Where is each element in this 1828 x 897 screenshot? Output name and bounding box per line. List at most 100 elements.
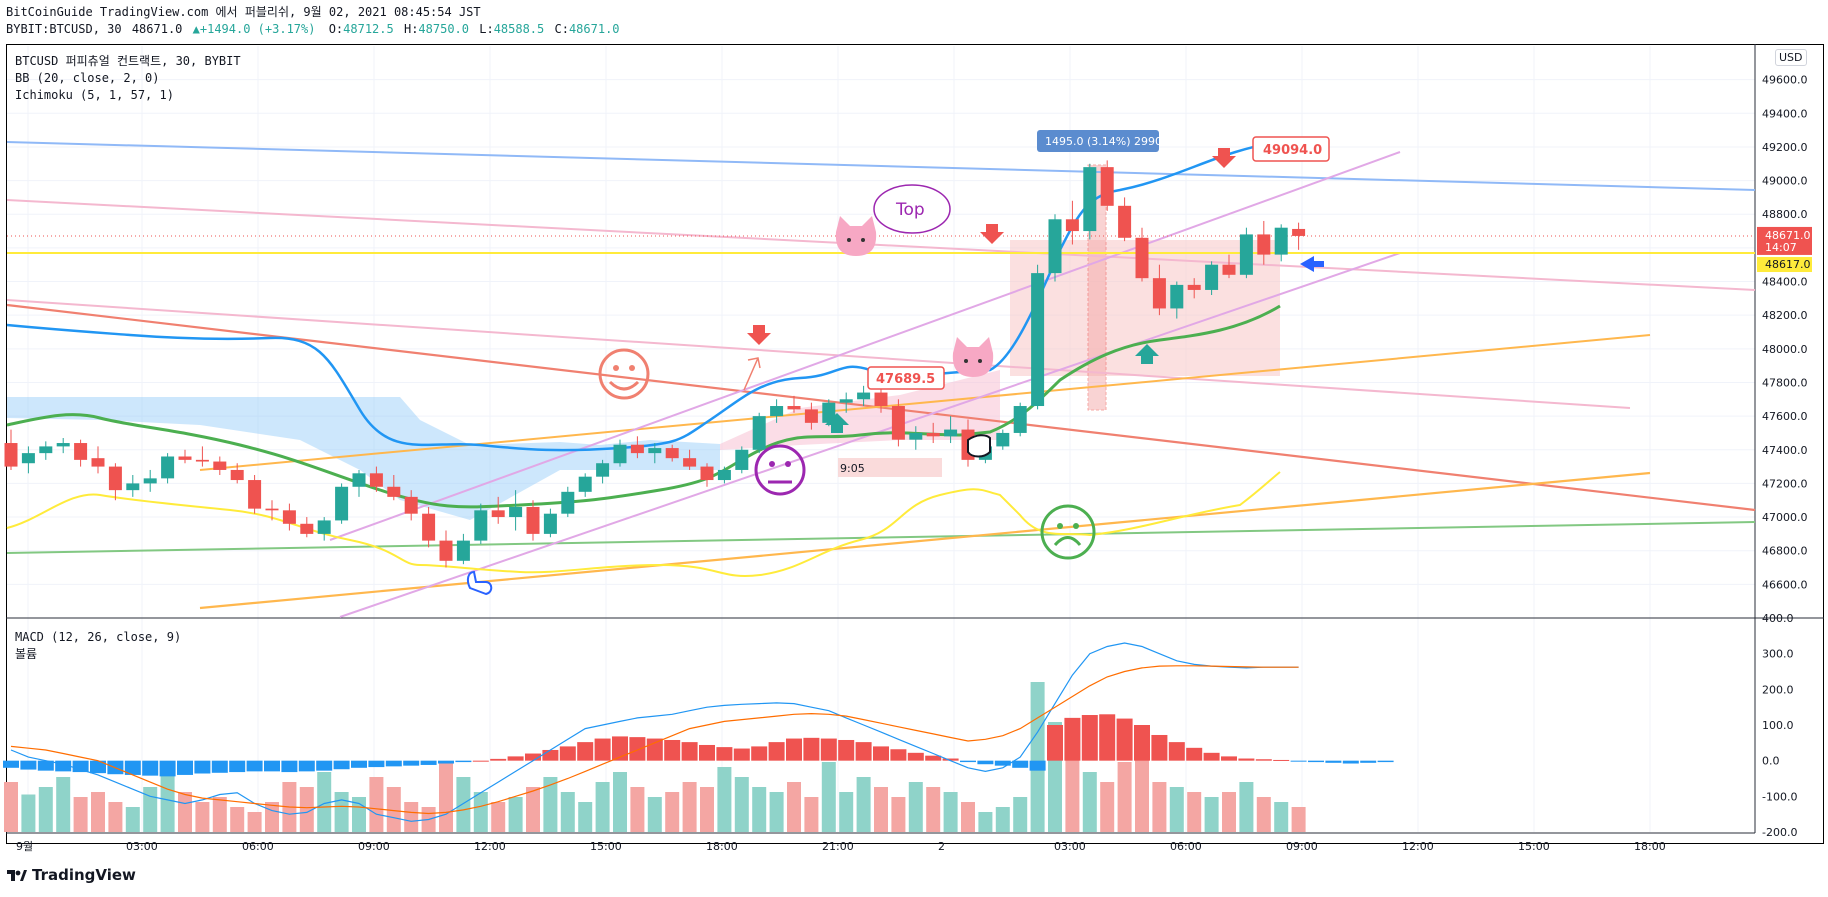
candle-body xyxy=(1170,284,1184,309)
candle-body xyxy=(735,449,749,470)
macd-histogram-bar xyxy=(177,760,193,775)
trendline-blue xyxy=(6,141,1756,191)
candle-body xyxy=(317,520,331,534)
volume-bar xyxy=(1100,782,1115,832)
left-arrow-icon xyxy=(1300,256,1324,272)
smile-face-icon xyxy=(598,348,650,400)
time-tick-label: 09:00 xyxy=(358,840,390,853)
open-label: O: xyxy=(328,22,344,36)
volume-bar xyxy=(804,797,819,832)
candle-body xyxy=(665,448,679,459)
legend-bb[interactable]: BB (20, close, 2, 0) xyxy=(15,71,160,85)
legend-ichimoku[interactable]: Ichimoku (5, 1, 57, 1) xyxy=(15,88,174,102)
high-value: 48750.0 xyxy=(418,22,469,36)
candle-body xyxy=(613,444,627,464)
price-tick-label: 46600.0 xyxy=(1762,578,1808,591)
candle-body xyxy=(648,448,662,454)
volume-bar xyxy=(613,772,627,832)
macd-tick-label: 300.0 xyxy=(1762,648,1794,661)
time-tick-label: 15:00 xyxy=(590,840,622,853)
neutral-face-icon-eye xyxy=(785,461,791,467)
price-tick-label: 49400.0 xyxy=(1762,107,1808,120)
legend-title: BTCUSD 퍼피츄얼 컨트랙트, 30, BYBIT xyxy=(15,54,241,68)
candle-body xyxy=(822,402,836,423)
low-label: L: xyxy=(479,22,494,36)
footer-brand[interactable]: TradingView xyxy=(6,866,136,884)
macd-histogram-bar xyxy=(1081,715,1098,761)
volume-bar xyxy=(665,792,680,832)
price-label-text-2: 47689.5 xyxy=(876,372,935,387)
candle-body xyxy=(422,513,436,541)
macd-histogram-bar xyxy=(420,760,437,765)
macd-histogram-bar xyxy=(211,760,228,773)
volume-bar xyxy=(108,802,123,832)
pointing-hand-icon xyxy=(466,570,493,596)
volume-bar xyxy=(212,797,227,832)
down-arrow-icon xyxy=(980,224,1004,244)
volume-bar xyxy=(943,792,958,832)
last-price-badge xyxy=(1757,226,1812,255)
macd-histogram-bar xyxy=(716,747,733,761)
dizzy-face-icon-eye xyxy=(1057,523,1063,529)
cat-icon-mid xyxy=(952,337,994,377)
macd-tick-label: 400.0 xyxy=(1762,612,1794,625)
dizzy-mouth xyxy=(1053,536,1082,547)
volume-bar xyxy=(1065,747,1080,832)
volume-bar xyxy=(265,802,279,832)
legend-macd[interactable]: MACD (12, 26, close, 9) xyxy=(15,630,182,644)
volume-bar xyxy=(578,802,593,832)
up-arrow-icon xyxy=(825,413,849,433)
candle-body xyxy=(1239,234,1253,275)
price-tick-label: 48400.0 xyxy=(1762,276,1808,289)
candle-body xyxy=(804,409,818,423)
macd-histogram-bar xyxy=(194,760,211,774)
candle-body xyxy=(874,392,888,407)
macd-histogram-bar xyxy=(490,758,507,761)
macd-histogram-bar xyxy=(942,758,959,761)
candle-body xyxy=(596,463,610,477)
candle-body xyxy=(1065,219,1079,232)
volume-bar xyxy=(560,792,575,832)
candle-body xyxy=(1118,205,1132,238)
macd-histogram-bar xyxy=(594,738,611,761)
macd-histogram-bar xyxy=(890,749,907,761)
cat-icon-top-eye xyxy=(847,238,851,242)
macd-tick-label: -100.0 xyxy=(1762,790,1797,803)
volume-bar xyxy=(1187,792,1202,832)
volume-bar xyxy=(1222,792,1236,832)
macd-histogram-bar xyxy=(1221,756,1237,761)
candle-body xyxy=(630,444,644,454)
volume-bar xyxy=(647,797,662,832)
volume-bar xyxy=(439,762,453,832)
macd-histogram-bar xyxy=(1151,734,1168,761)
candle-body xyxy=(526,506,540,534)
candle-body xyxy=(578,476,592,492)
candle-body xyxy=(1152,278,1166,309)
candle-body xyxy=(91,458,105,467)
volume-bar xyxy=(508,797,523,832)
volume-bar xyxy=(125,807,140,832)
macd-histogram-bar xyxy=(385,760,402,767)
candle-body xyxy=(1048,219,1062,274)
price-tick-label: 47200.0 xyxy=(1762,477,1808,490)
symbol-ohlc-row: BYBIT:BTCUSD, 30 48671.0 ▲+1494.0 (+3.17… xyxy=(6,21,623,38)
macd-histogram-bar xyxy=(124,760,141,775)
time-tick-label: 12:00 xyxy=(1402,840,1434,853)
candle-body xyxy=(265,508,279,511)
macd-histogram-bar xyxy=(855,742,872,761)
volume-bar xyxy=(856,777,871,832)
footer-brand-text: TradingView xyxy=(32,866,136,884)
volume-bar xyxy=(56,777,71,832)
currency-badge[interactable]: USD xyxy=(1775,49,1807,66)
candle-body xyxy=(195,459,209,462)
legend-volume[interactable]: 볼륨 xyxy=(15,647,38,661)
macd-histogram-bar xyxy=(960,760,976,763)
volume-bar xyxy=(21,794,36,832)
macd-histogram-bar xyxy=(298,760,315,772)
candle-body xyxy=(4,443,18,467)
volume-bar xyxy=(91,792,105,832)
candle-body xyxy=(300,523,314,534)
time-tick-label: 21:00 xyxy=(822,840,854,853)
time-tick-label: 03:00 xyxy=(1054,840,1086,853)
